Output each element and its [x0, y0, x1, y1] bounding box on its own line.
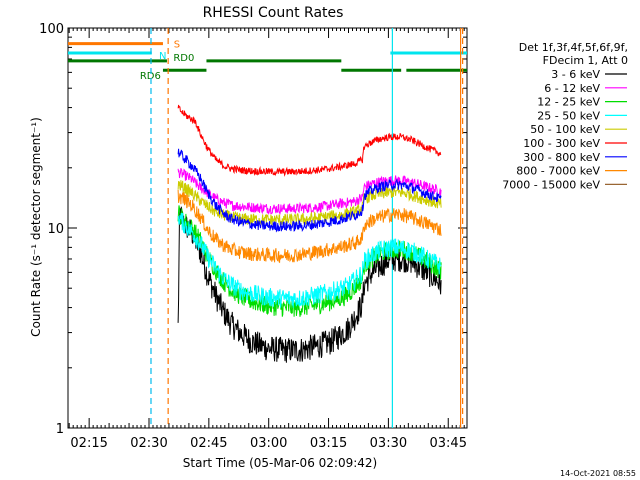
series-line — [177, 180, 442, 226]
x-tick-label: 03:15 — [310, 436, 347, 451]
y-tick-label: 10 — [47, 222, 64, 237]
chart-title: RHESSI Count Rates — [203, 5, 344, 21]
legend-entry-label: 300 - 800 keV — [523, 151, 600, 164]
state-label-rd0: RD0 — [173, 53, 194, 64]
legend-entry-label: 12 - 25 keV — [537, 96, 600, 109]
footer-date: 14-Oct-2021 08:55 — [560, 469, 636, 478]
series-line — [177, 206, 442, 363]
legend-entry-label: 100 - 300 keV — [523, 137, 600, 150]
y-tick-label: 100 — [39, 22, 64, 37]
series-line — [177, 212, 442, 308]
x-tick-label: 03:30 — [370, 436, 407, 451]
legend-info-line-2: FDecim 1, Att 0 — [543, 54, 628, 67]
plot-frame — [67, 27, 468, 429]
legend-entry-label: 25 - 50 keV — [537, 109, 600, 122]
x-tick-label: 02:15 — [70, 436, 107, 451]
state-label-s: S — [174, 40, 180, 51]
x-tick-label: 03:45 — [430, 436, 467, 451]
legend-entry-label: 3 - 6 keV — [551, 68, 600, 81]
legend-entry-label: 800 - 7000 keV — [516, 165, 600, 178]
x-tick-label: 02:30 — [130, 436, 167, 451]
legend-entry-label: 50 - 100 keV — [530, 123, 600, 136]
plot-area: 1 10 100 02:15 02:30 02:45 03:00 03:15 03:30 03:4… — [39, 22, 468, 451]
x-axis-label: Start Time (05-Mar-06 02:09:42) — [183, 456, 377, 470]
legend-entry-label: 6 - 12 keV — [544, 82, 600, 95]
state-label-n: N — [159, 51, 166, 62]
series-line — [177, 104, 442, 177]
x-tick-label: 02:45 — [190, 436, 227, 451]
legend-info-line-1: Det 1f,3f,4f,5f,6f,9f, — [519, 41, 628, 54]
series-line — [177, 148, 442, 233]
y-tick-label: 1 — [56, 422, 64, 437]
y-axis-label: Count Rate (s⁻¹ detector segment⁻¹) — [29, 117, 43, 337]
legend: Det 1f,3f,4f,5f,6f,9f, FDecim 1, Att 0 3… — [502, 41, 628, 191]
legend-entry-label: 7000 - 15000 keV — [502, 178, 600, 191]
state-label-rd6: RD6 — [140, 71, 161, 82]
x-tick-label: 03:00 — [250, 436, 287, 451]
series-line — [177, 189, 442, 264]
